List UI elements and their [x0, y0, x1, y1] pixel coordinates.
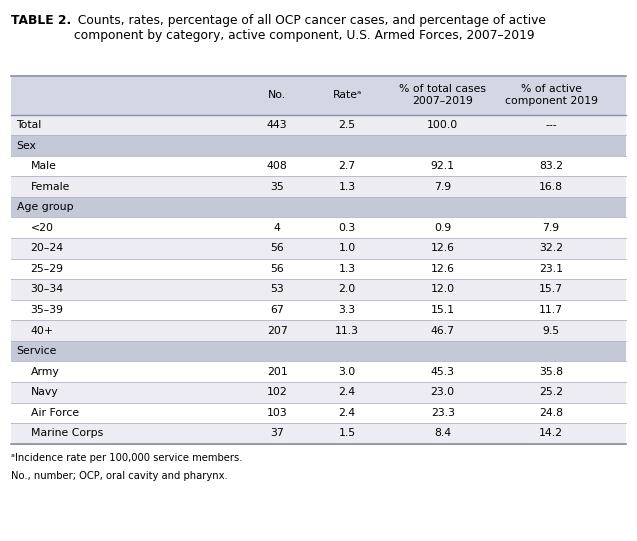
Text: % of active
component 2019: % of active component 2019	[505, 84, 598, 106]
Bar	[11, 156, 626, 176]
Bar	[11, 300, 626, 320]
Text: 1.0: 1.0	[338, 243, 356, 253]
Text: 56: 56	[270, 243, 284, 253]
Text: 11.3: 11.3	[335, 326, 359, 335]
Text: 15.1: 15.1	[431, 305, 455, 315]
Bar	[11, 238, 626, 259]
Bar	[11, 176, 626, 197]
Text: 0.3: 0.3	[338, 223, 356, 233]
Text: 23.3: 23.3	[431, 408, 455, 418]
Text: 40+: 40+	[31, 326, 54, 335]
Bar	[11, 115, 626, 135]
Text: 1.3: 1.3	[339, 264, 355, 274]
Text: 56: 56	[270, 264, 284, 274]
Text: Total: Total	[17, 120, 42, 130]
Text: 24.8: 24.8	[539, 408, 563, 418]
Text: Counts, rates, percentage of all OCP cancer cases, and percentage of active
comp: Counts, rates, percentage of all OCP can…	[74, 14, 546, 42]
Text: 2.5: 2.5	[339, 120, 355, 130]
Text: 2.4: 2.4	[339, 408, 355, 418]
Text: 103: 103	[267, 408, 287, 418]
Text: 0.9: 0.9	[434, 223, 452, 233]
Text: 32.2: 32.2	[539, 243, 563, 253]
Bar	[11, 135, 626, 156]
Text: 20–24: 20–24	[31, 243, 64, 253]
Text: Age group: Age group	[17, 202, 73, 212]
Text: 2.4: 2.4	[339, 387, 355, 397]
Text: 207: 207	[267, 326, 287, 335]
Text: 100.0: 100.0	[427, 120, 459, 130]
Text: 23.0: 23.0	[431, 387, 455, 397]
Text: 83.2: 83.2	[539, 161, 563, 171]
Text: 4: 4	[274, 223, 280, 233]
Text: 11.7: 11.7	[539, 305, 563, 315]
Text: Rateᵃ: Rateᵃ	[333, 90, 362, 100]
Text: Sex: Sex	[17, 141, 36, 150]
Bar	[11, 361, 626, 382]
Text: 201: 201	[267, 367, 287, 377]
Text: 443: 443	[267, 120, 287, 130]
Text: 9.5: 9.5	[543, 326, 559, 335]
Text: TABLE 2.: TABLE 2.	[11, 14, 72, 27]
Text: Marine Corps: Marine Corps	[31, 428, 103, 438]
Bar	[11, 76, 626, 115]
Text: 12.6: 12.6	[431, 243, 455, 253]
Text: 102: 102	[267, 387, 287, 397]
Text: 2.7: 2.7	[339, 161, 355, 171]
Text: 2.0: 2.0	[338, 285, 356, 294]
Text: Female: Female	[31, 182, 70, 192]
Text: 12.0: 12.0	[431, 285, 455, 294]
Text: 408: 408	[267, 161, 287, 171]
Text: 35.8: 35.8	[539, 367, 563, 377]
Bar	[11, 259, 626, 279]
Text: 67: 67	[270, 305, 284, 315]
Text: 3.3: 3.3	[339, 305, 355, 315]
Text: 37: 37	[270, 428, 284, 438]
Text: 45.3: 45.3	[431, 367, 455, 377]
Text: 1.5: 1.5	[339, 428, 355, 438]
Text: 92.1: 92.1	[431, 161, 455, 171]
Text: 46.7: 46.7	[431, 326, 455, 335]
Text: 8.4: 8.4	[434, 428, 451, 438]
Bar	[11, 217, 626, 238]
Text: Service: Service	[17, 346, 57, 356]
Text: 35–39: 35–39	[31, 305, 64, 315]
Text: 7.9: 7.9	[543, 223, 559, 233]
Bar	[11, 320, 626, 341]
Text: ᵃIncidence rate per 100,000 service members.: ᵃIncidence rate per 100,000 service memb…	[11, 453, 243, 463]
Text: 14.2: 14.2	[539, 428, 563, 438]
Text: No.: No.	[268, 90, 286, 100]
Bar	[11, 341, 626, 361]
Text: 12.6: 12.6	[431, 264, 455, 274]
Text: 25–29: 25–29	[31, 264, 64, 274]
Bar	[11, 423, 626, 444]
Text: <20: <20	[31, 223, 54, 233]
Text: 3.0: 3.0	[338, 367, 356, 377]
Text: % of total cases
2007–2019: % of total cases 2007–2019	[399, 84, 486, 106]
Text: 53: 53	[270, 285, 284, 294]
Bar	[11, 403, 626, 423]
Text: Army: Army	[31, 367, 59, 377]
Text: 16.8: 16.8	[539, 182, 563, 192]
Bar	[11, 279, 626, 300]
Text: 1.3: 1.3	[339, 182, 355, 192]
Text: Navy: Navy	[31, 387, 58, 397]
Text: 30–34: 30–34	[31, 285, 64, 294]
Text: ---: ---	[545, 120, 557, 130]
Text: Air Force: Air Force	[31, 408, 79, 418]
Text: Male: Male	[31, 161, 57, 171]
Text: No., number; OCP, oral cavity and pharynx.: No., number; OCP, oral cavity and pharyn…	[11, 471, 228, 480]
Text: 35: 35	[270, 182, 284, 192]
Text: 25.2: 25.2	[539, 387, 563, 397]
Text: 15.7: 15.7	[539, 285, 563, 294]
Bar	[11, 197, 626, 217]
Text: 7.9: 7.9	[434, 182, 451, 192]
Text: 23.1: 23.1	[539, 264, 563, 274]
Bar	[11, 382, 626, 403]
